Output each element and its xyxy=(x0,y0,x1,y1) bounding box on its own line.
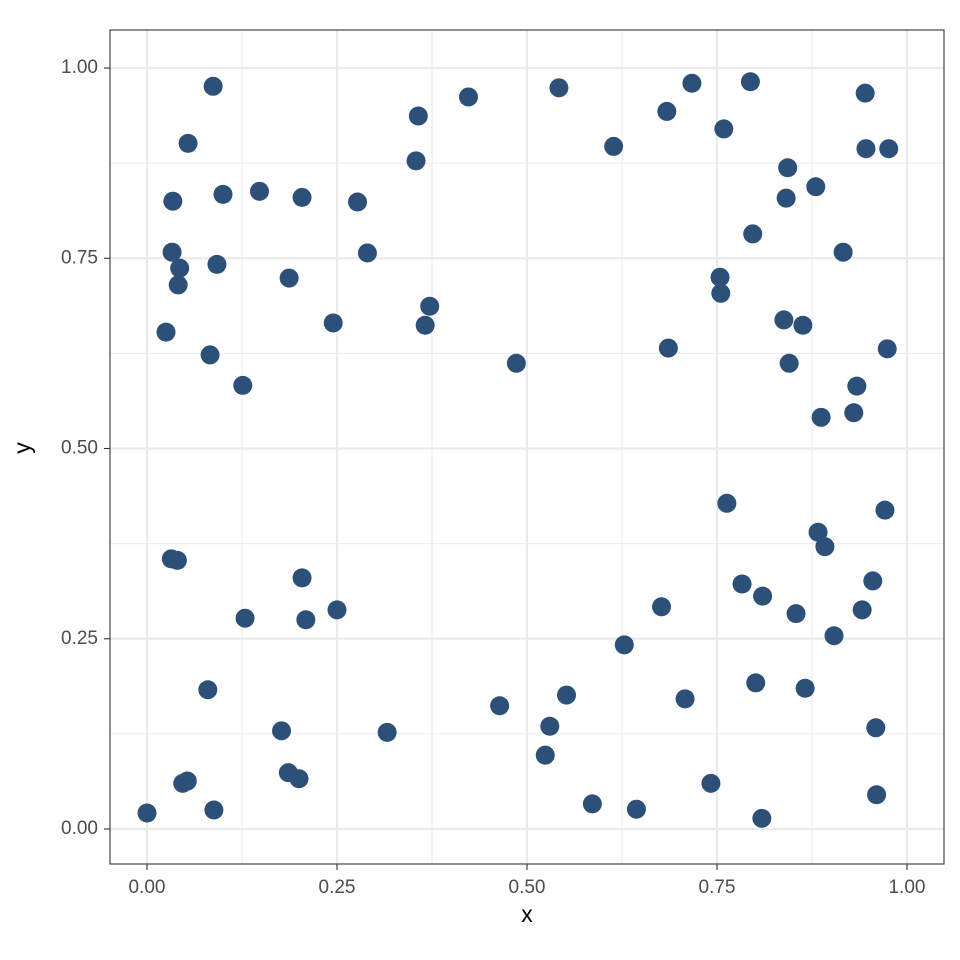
point xyxy=(711,283,731,303)
point xyxy=(408,106,428,126)
point xyxy=(753,586,773,606)
point xyxy=(377,722,397,742)
point xyxy=(177,771,197,791)
point xyxy=(614,635,634,655)
point xyxy=(675,689,695,709)
point xyxy=(844,403,864,423)
point xyxy=(348,192,368,212)
point xyxy=(743,224,763,244)
point xyxy=(170,258,190,278)
point xyxy=(292,187,312,207)
point xyxy=(658,338,678,358)
point xyxy=(856,139,876,159)
x-tick-label: 0.00 xyxy=(129,877,166,898)
x-tick-label: 1.00 xyxy=(888,877,925,898)
point xyxy=(420,296,440,316)
point xyxy=(776,188,796,208)
x-axis-title: x xyxy=(521,901,533,927)
x-tick-label: 0.25 xyxy=(319,877,356,898)
point xyxy=(714,119,734,139)
point xyxy=(815,537,835,557)
point xyxy=(847,376,867,396)
point xyxy=(458,87,478,107)
point xyxy=(490,696,510,716)
point xyxy=(806,177,826,197)
point xyxy=(778,158,798,178)
point xyxy=(877,339,897,359)
point xyxy=(167,550,187,570)
point xyxy=(875,500,895,520)
x-tick-label: 0.75 xyxy=(699,877,736,898)
point xyxy=(549,78,569,98)
point xyxy=(740,72,760,92)
point xyxy=(795,678,815,698)
point xyxy=(279,268,299,288)
point xyxy=(137,803,157,823)
point xyxy=(652,597,672,617)
point xyxy=(198,680,218,700)
point xyxy=(811,407,831,427)
point xyxy=(746,673,766,693)
point xyxy=(867,785,887,805)
point xyxy=(207,254,227,274)
point xyxy=(710,267,730,287)
point xyxy=(156,322,176,342)
point xyxy=(292,568,312,588)
point xyxy=(203,76,223,96)
panel-border xyxy=(109,29,945,865)
point xyxy=(168,275,188,295)
point xyxy=(793,315,813,335)
y-tick-label: 0.25 xyxy=(61,628,98,649)
point xyxy=(582,794,602,814)
point xyxy=(717,493,737,513)
point xyxy=(249,181,269,201)
y-axis-title: y xyxy=(9,442,35,454)
point xyxy=(786,604,806,624)
point xyxy=(557,685,577,705)
point xyxy=(752,808,772,828)
point xyxy=(162,242,182,262)
point xyxy=(213,184,233,204)
point xyxy=(866,718,886,738)
point xyxy=(701,773,721,793)
y-tick-label: 1.00 xyxy=(61,57,98,78)
point xyxy=(808,522,828,542)
point xyxy=(163,191,183,211)
point xyxy=(879,139,899,159)
y-tick-label: 0.75 xyxy=(61,247,98,268)
point xyxy=(824,626,844,646)
point xyxy=(415,315,435,335)
point xyxy=(774,310,794,330)
x-tick-label: 0.50 xyxy=(509,877,546,898)
point xyxy=(235,608,255,628)
point xyxy=(855,83,875,103)
point xyxy=(852,600,872,620)
point xyxy=(178,133,198,153)
point xyxy=(779,353,799,373)
point xyxy=(833,242,853,262)
point xyxy=(289,769,309,789)
y-tick-label: 0.00 xyxy=(61,818,98,839)
point xyxy=(626,799,646,819)
y-tick-label: 0.50 xyxy=(61,438,98,459)
point xyxy=(535,745,555,765)
point xyxy=(682,73,702,93)
point xyxy=(272,721,292,741)
point xyxy=(406,151,426,171)
point xyxy=(540,716,560,736)
point xyxy=(233,375,253,395)
point xyxy=(604,136,624,156)
point xyxy=(296,610,316,630)
point xyxy=(204,800,224,820)
point xyxy=(732,574,752,594)
point xyxy=(863,571,883,591)
point xyxy=(357,243,377,263)
point xyxy=(323,313,343,333)
point xyxy=(506,353,526,373)
point xyxy=(200,345,220,365)
point xyxy=(327,600,347,620)
point xyxy=(657,101,677,121)
